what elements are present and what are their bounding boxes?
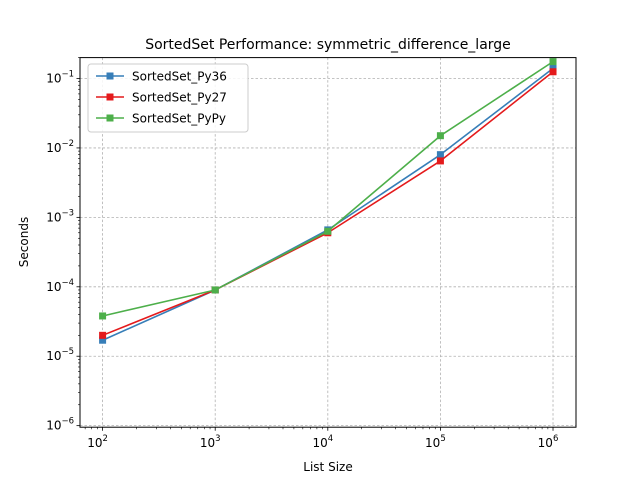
x-tick-exponent: 2: [103, 434, 108, 444]
x-tick-base: 10: [538, 436, 553, 450]
series-2-point: [211, 286, 219, 294]
chart-title: SortedSet Performance: symmetric_differe…: [145, 37, 511, 53]
x-tick-label: 105: [425, 434, 446, 450]
series-1-point: [436, 157, 444, 165]
x-axis-label: List Size: [303, 460, 352, 474]
x-tick-exponent: 6: [553, 434, 558, 444]
x-tick-base: 10: [200, 436, 215, 450]
y-tick-base: 10: [46, 419, 61, 433]
legend-marker-1: [106, 93, 114, 101]
y-tick-label: 10−4: [46, 278, 74, 294]
y-tick-exponent: −1: [61, 70, 74, 80]
x-tick-base: 10: [87, 436, 102, 450]
legend-label-0: SortedSet_Py36: [132, 70, 227, 84]
x-tick-base: 10: [312, 436, 327, 450]
y-tick-label: 10−1: [46, 70, 74, 86]
x-tick-exponent: 3: [215, 434, 220, 444]
y-tick-label: 10−3: [46, 208, 74, 224]
series-1-point: [99, 331, 107, 339]
series-2-point: [549, 58, 557, 66]
x-tick-exponent: 5: [440, 434, 445, 444]
x-tick-label: 106: [538, 434, 559, 450]
legend-label-1: SortedSet_Py27: [132, 91, 227, 105]
legend-box: [87, 63, 249, 133]
series-2-point: [436, 132, 444, 140]
series-0-point: [436, 151, 444, 159]
y-tick-label: 10−6: [46, 417, 74, 433]
y-tick-base: 10: [46, 349, 61, 363]
series-layer: [99, 58, 557, 344]
y-tick-label: 10−5: [46, 347, 74, 363]
plot-frame: [79, 57, 577, 428]
x-tick-exponent: 4: [328, 434, 333, 444]
y-tick-exponent: −4: [61, 278, 74, 288]
y-tick-exponent: −6: [61, 417, 74, 427]
y-tick-base: 10: [46, 72, 61, 86]
series-0-point: [99, 336, 107, 344]
y-tick-base: 10: [46, 210, 61, 224]
x-tick-label: 102: [87, 434, 108, 450]
y-tick-base: 10: [46, 141, 61, 155]
y-tick-exponent: −2: [61, 139, 74, 149]
y-tick-exponent: −3: [61, 208, 74, 218]
y-tick-exponent: −5: [61, 347, 74, 357]
x-tick-label: 104: [312, 434, 333, 450]
series-2-point: [324, 227, 332, 235]
y-axis-label: Seconds: [17, 217, 31, 267]
y-tick-base: 10: [46, 280, 61, 294]
series-2-point: [99, 312, 107, 320]
legend-marker-2: [106, 114, 114, 122]
x-tick-label: 103: [200, 434, 221, 450]
y-tick-label: 10−2: [46, 139, 74, 155]
x-tick-base: 10: [425, 436, 440, 450]
legend: SortedSet_Py36 SortedSet_Py27 SortedSet_Py…: [87, 63, 249, 133]
legend-marker-0: [106, 72, 114, 80]
series-1-point: [549, 68, 557, 76]
legend-label-2: SortedSet_PyPy: [132, 112, 226, 126]
